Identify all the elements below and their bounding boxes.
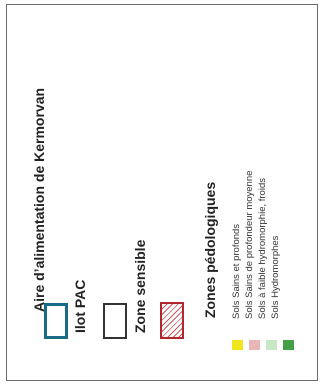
soil-swatch-3 <box>266 340 277 350</box>
soil-label-2: Sols Sains de profondeur moyenne <box>244 170 255 319</box>
ilot-pac-symbol <box>44 303 68 339</box>
zone-sensible-label: Zone sensible <box>132 239 148 333</box>
soil-heading: Zones pédologiques <box>202 181 218 318</box>
legend-title: Aire d’alimentation de Kermorvan <box>31 87 47 312</box>
soil-label-4: Sols Hydromorphes <box>270 235 281 319</box>
ilot-pac-label: Ilot PAC <box>72 279 88 333</box>
soil-swatch-2 <box>249 340 260 350</box>
hatched-zone-symbol <box>160 302 184 339</box>
zone-sensible-symbol <box>103 303 127 339</box>
soil-label-1: Sols Sains et profonds <box>231 223 242 319</box>
soil-swatch-4 <box>283 340 294 350</box>
legend-frame <box>6 4 318 381</box>
soil-label-3: Sols à faible hydromorphie, froids <box>257 178 268 319</box>
soil-swatch-1 <box>232 340 243 350</box>
